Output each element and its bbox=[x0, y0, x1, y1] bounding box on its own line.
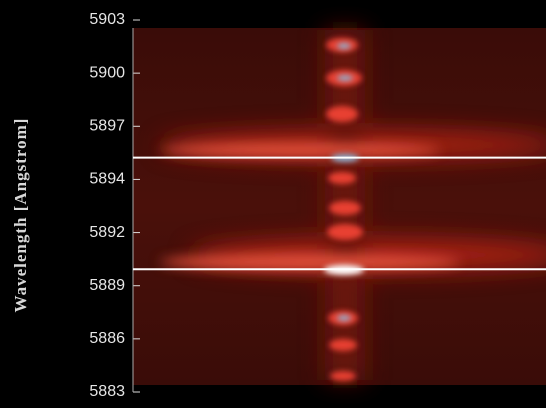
y-axis-label: Wavelength [Angstrom] bbox=[11, 118, 30, 313]
spectrum-image bbox=[133, 28, 546, 385]
y-tick-label: 5894 bbox=[89, 171, 125, 188]
y-tick-label: 5903 bbox=[89, 11, 125, 28]
y-tick-label: 5892 bbox=[89, 224, 125, 241]
y-tick-label: 5900 bbox=[89, 64, 125, 81]
y-tick-label: 5897 bbox=[89, 117, 125, 134]
y-tick-label: 5889 bbox=[89, 277, 125, 294]
y-tick-label: 5886 bbox=[89, 330, 125, 347]
y-tick-label: 5883 bbox=[89, 383, 125, 400]
